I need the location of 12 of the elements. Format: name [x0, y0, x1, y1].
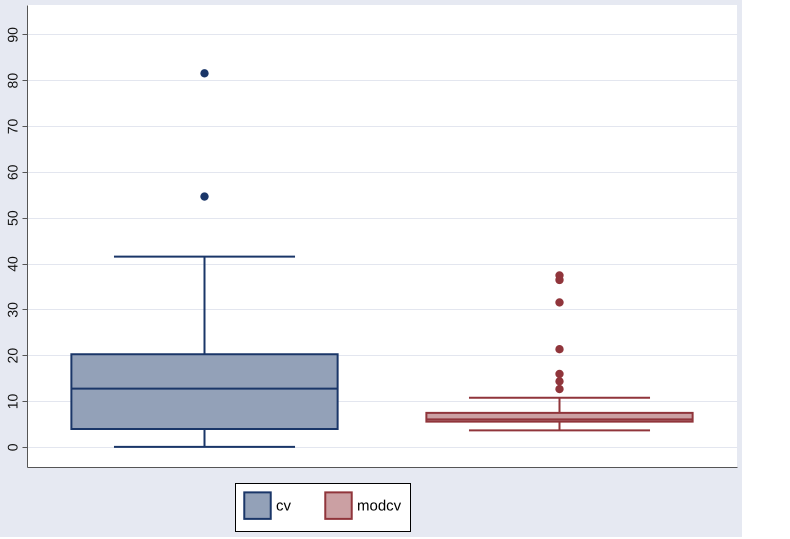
- y-tick-label: 90: [4, 26, 20, 43]
- y-tick-label: 80: [4, 72, 20, 88]
- y-tick-label: 50: [4, 210, 20, 226]
- legend-label: modcv: [357, 498, 402, 515]
- y-tick-label: 70: [4, 118, 20, 134]
- y-tick-label: 0: [4, 443, 20, 452]
- y-tick-label: 30: [4, 302, 20, 318]
- y-tick-label: 40: [4, 256, 20, 272]
- y-tick-label: 60: [4, 164, 20, 180]
- legend-label: cv: [276, 498, 292, 515]
- y-tick-label: 20: [4, 348, 20, 364]
- y-tick-label: 10: [4, 394, 20, 410]
